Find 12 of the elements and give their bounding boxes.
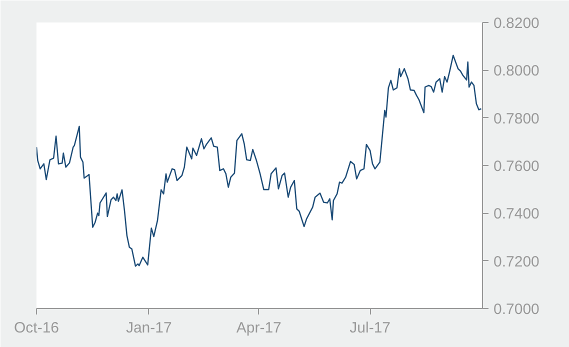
x-tick-label: Jan-17 <box>126 320 172 336</box>
y-tick-label: 0.7200 <box>494 253 540 270</box>
y-tick-label: 0.7400 <box>494 206 540 223</box>
line-series <box>36 54 482 267</box>
y-tick-label: 0.7600 <box>494 158 540 175</box>
x-tick-label: Jul-17 <box>350 320 391 336</box>
y-tick-label: 0.8200 <box>494 15 540 32</box>
x-tick-label: Apr-17 <box>236 320 282 336</box>
y-tick-label: 0.7800 <box>494 110 540 128</box>
y-tick-label: 0.7000 <box>494 301 540 318</box>
y-tick-label: 0.8000 <box>494 62 540 80</box>
x-tick-label: Oct-16 <box>14 320 60 336</box>
